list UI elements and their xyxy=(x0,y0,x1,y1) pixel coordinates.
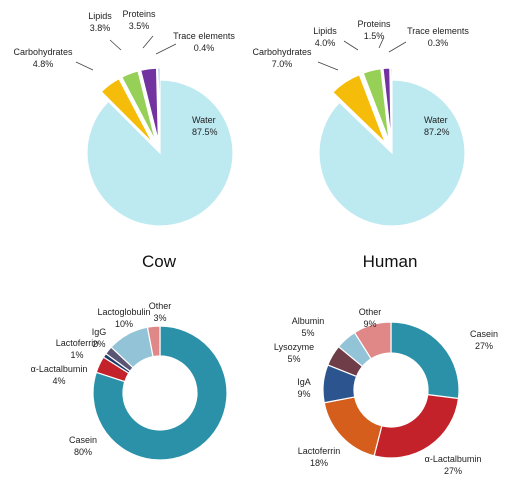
leader-line xyxy=(317,61,339,71)
slice-label-water: Water 87.5% xyxy=(192,115,218,137)
slice-proteins xyxy=(139,67,159,142)
slice-label-casein: Casein 80% xyxy=(69,435,97,457)
slice-lipids xyxy=(362,68,390,142)
slice-water xyxy=(86,79,234,227)
slice-label-lactoferrin: Lactoferrin 18% xyxy=(298,446,341,468)
slice-label-lactalbumin: α-Lactalbumin 27% xyxy=(425,454,482,476)
slice-label-lactoglobulin: Lactoglobulin 10% xyxy=(97,307,150,329)
leader-line xyxy=(343,40,359,51)
slice-label-trace-elements: Trace elements 0.4% xyxy=(173,31,235,53)
slice-lipids xyxy=(120,70,157,143)
slice-label-other: Other 9% xyxy=(359,307,382,329)
slice-label-water: Water 87.2% xyxy=(424,115,450,137)
slice-label-lysozyme: Lysozyme 5% xyxy=(274,342,314,364)
slice-label-lactalbumin: α-Lactalbumin 4% xyxy=(31,364,88,386)
slice-other xyxy=(353,321,392,360)
chart-3: Casein 80% α-Lactalbumin 4% Lactoferrin 1%IgG… xyxy=(31,301,228,461)
slice-label-proteins: Proteins 1.5% xyxy=(357,19,391,41)
slice-water xyxy=(318,79,466,227)
slice-label-other: Other 3% xyxy=(149,301,172,323)
leader-line xyxy=(155,43,177,55)
leader-line xyxy=(109,39,122,51)
slice-label-proteins: Proteins 3.5% xyxy=(122,9,156,31)
chart-title: Cow xyxy=(142,252,177,271)
slice-trace-elements xyxy=(389,67,393,142)
slice-label-lipids: Lipids 4.0% xyxy=(313,26,337,48)
slice-label-iga: IgA 9% xyxy=(297,377,311,399)
leader-line xyxy=(388,41,407,53)
chart-title: Human xyxy=(363,252,418,271)
leader-line xyxy=(75,61,94,71)
chart-4: Casein 27% α-Lactalbumin 27% Lactoferrin 18% I… xyxy=(274,307,498,476)
chart-2: Water 87.2% Carbohydrates 7.0%Lipids 4.0% Pro… xyxy=(252,19,469,271)
chart-1: Water 87.5% Carbohydrates 4.8% Lipids 3.8% Pro… xyxy=(13,9,235,271)
slice-trace-elements xyxy=(157,67,161,142)
slice-label-casein: Casein 27% xyxy=(470,329,498,351)
slice-proteins xyxy=(382,67,392,142)
slice-label-carbohydrates: Carbohydrates 4.8% xyxy=(13,47,73,69)
slice-label-trace-elements: Trace elements 0.3% xyxy=(407,26,469,48)
slice-carbohydrates xyxy=(100,77,154,144)
slice-label-lipids: Lipids 3.8% xyxy=(88,11,112,33)
leader-line xyxy=(378,36,385,49)
slice-casein xyxy=(92,325,228,461)
slice-label-albumin: Albumin 5% xyxy=(292,316,325,338)
donut-hole xyxy=(354,353,428,427)
leader-line xyxy=(142,35,154,49)
slice-label-igg: IgG 2% xyxy=(92,327,107,349)
slice-label-lactoferrin: Lactoferrin 1% xyxy=(56,338,99,360)
donut-hole xyxy=(123,356,197,430)
slice-label-carbohydrates: Carbohydrates 7.0% xyxy=(252,47,312,69)
slice-other xyxy=(146,325,161,358)
slice-carbohydrates xyxy=(331,74,386,144)
